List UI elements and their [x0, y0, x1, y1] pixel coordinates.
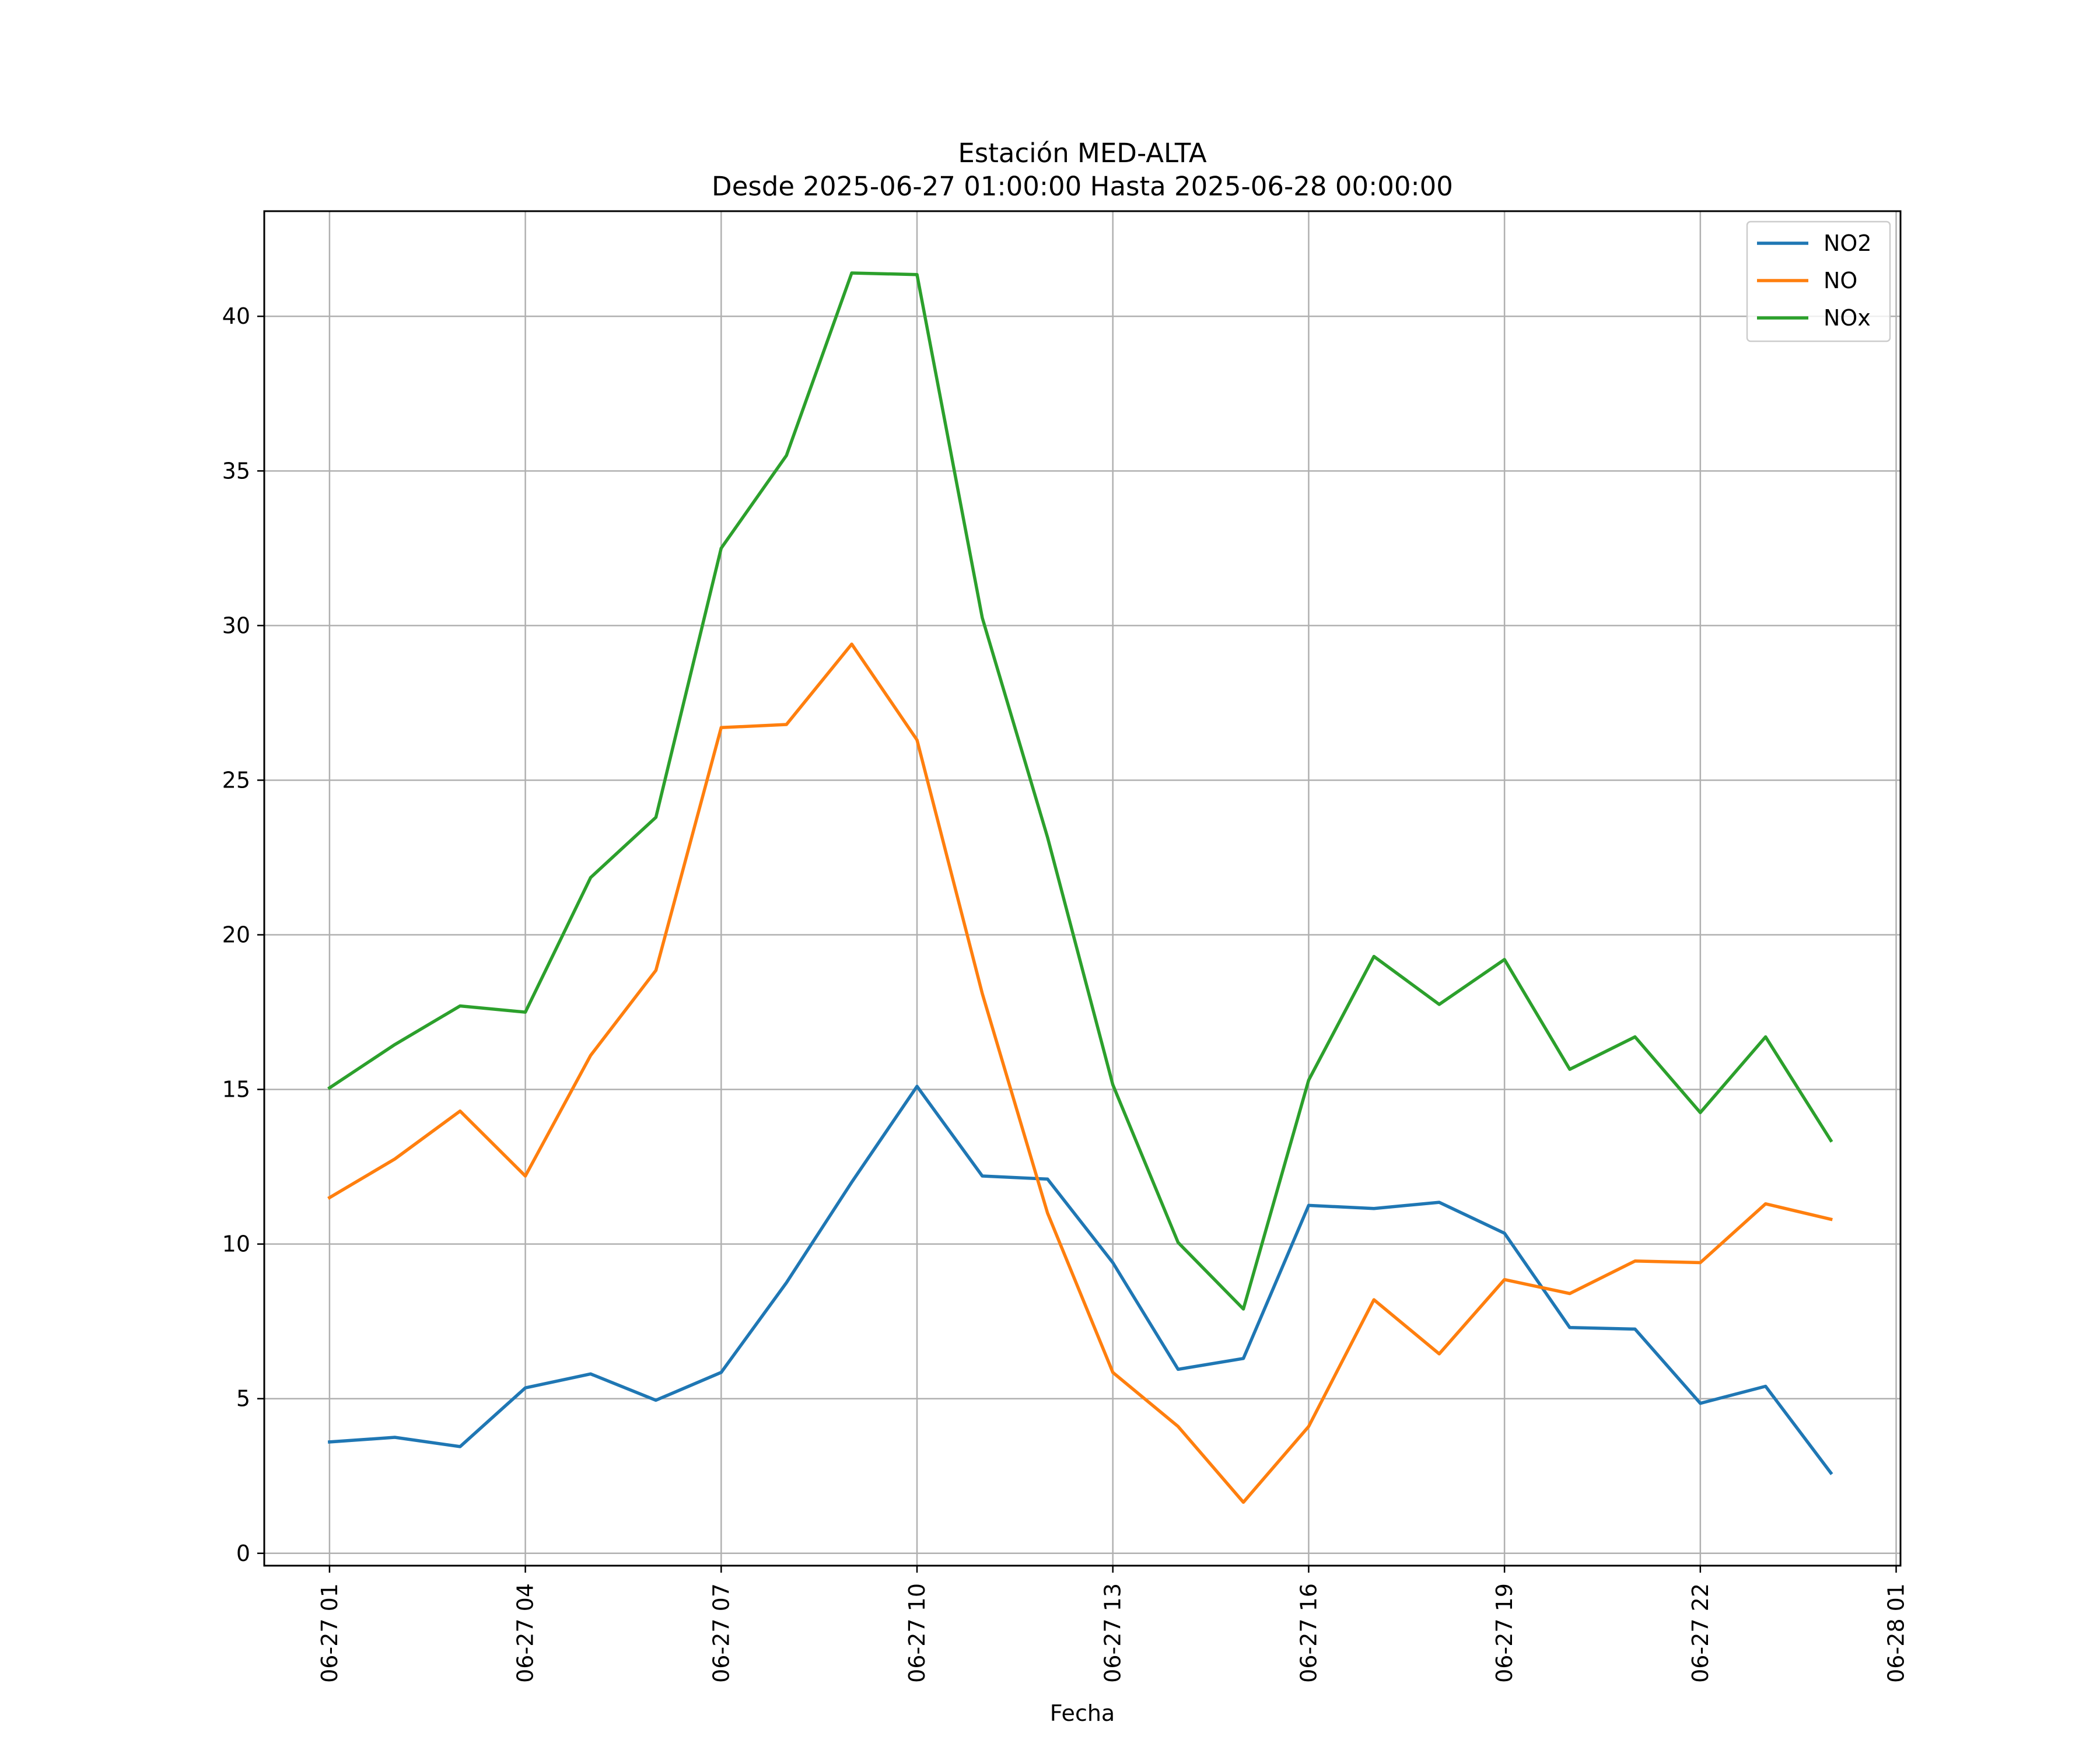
- series-line-no2: [327, 1084, 1833, 1475]
- y-tick-label: 20: [222, 922, 250, 948]
- x-tick-label: 06-27 13: [1100, 1583, 1126, 1683]
- axis-ticks: 0 5 10 15 20 25 30 35 40 06-27 01 06-27 04 06-27 07…: [222, 303, 1909, 1683]
- legend-items: NO2 NO NOx: [1757, 230, 1872, 331]
- chart-title: Estación MED-ALTA: [958, 138, 1207, 169]
- series-line-nox: [327, 271, 1833, 1311]
- x-tick-label: 06-28 01: [1884, 1583, 1909, 1683]
- y-tick-label: 0: [236, 1541, 250, 1566]
- x-tick-label: 06-27 04: [513, 1583, 538, 1683]
- legend-label-nox: NOx: [1824, 305, 1871, 331]
- x-tick-label: 06-27 01: [317, 1583, 342, 1683]
- plot-frame: [263, 210, 1902, 1567]
- grid-lines: [264, 211, 1901, 1566]
- legend: NO2 NO NOx: [1746, 220, 1891, 342]
- legend-box: [1746, 220, 1891, 342]
- y-tick-label: 30: [222, 612, 250, 638]
- chart-subtitle: Desde 2025-06-27 01:00:00 Hasta 2025-06-…: [712, 171, 1453, 202]
- y-tick-label: 15: [222, 1077, 250, 1102]
- x-tick-label: 06-27 16: [1296, 1583, 1321, 1683]
- x-tick-label: 06-27 07: [708, 1583, 734, 1683]
- y-tick-label: 25: [222, 767, 250, 793]
- y-tick-label: 40: [222, 303, 250, 329]
- series-line-no: [327, 642, 1833, 1504]
- y-tick-label: 10: [222, 1231, 250, 1257]
- x-tick-label: 06-27 10: [904, 1583, 930, 1683]
- y-tick-label: 5: [236, 1386, 250, 1412]
- legend-label-no2: NO2: [1824, 230, 1872, 256]
- x-axis-label: Fecha: [1050, 1700, 1115, 1726]
- series-lines: [327, 271, 1833, 1504]
- y-tick-label: 35: [222, 458, 250, 484]
- x-tick-label: 06-27 22: [1688, 1583, 1713, 1683]
- x-tick-label: 06-27 19: [1492, 1583, 1517, 1683]
- legend-label-no: NO: [1824, 268, 1857, 293]
